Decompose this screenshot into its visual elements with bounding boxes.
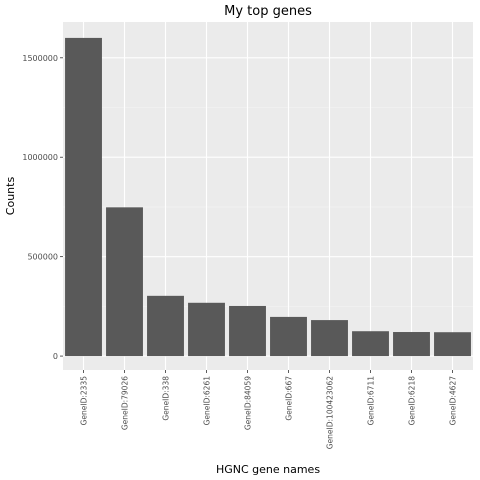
bars bbox=[65, 37, 471, 357]
bar bbox=[434, 332, 471, 357]
y-tick-label: 1500000 bbox=[22, 54, 58, 63]
bar bbox=[106, 207, 143, 357]
x-axis: GeneID:2335 GeneID:79026 GeneID:338 GeneID:… bbox=[80, 370, 458, 449]
x-axis-title: HGNC gene names bbox=[216, 463, 320, 476]
bar bbox=[188, 302, 225, 357]
x-tick-label: GeneID:6261 bbox=[203, 376, 212, 426]
x-tick-label: GeneID:2335 bbox=[80, 376, 89, 426]
chart-title: My top genes bbox=[224, 4, 312, 19]
bar bbox=[393, 332, 430, 357]
bar bbox=[270, 316, 307, 357]
x-tick-label: GeneID:6218 bbox=[408, 376, 417, 426]
x-tick-label: GeneID:79026 bbox=[121, 376, 130, 430]
x-tick-label: GeneID:667 bbox=[285, 376, 294, 421]
bar bbox=[311, 320, 348, 357]
y-axis-title: Counts bbox=[4, 177, 17, 216]
bar bbox=[147, 295, 184, 357]
bar bbox=[352, 331, 389, 357]
y-tick-label: 1000000 bbox=[22, 153, 58, 162]
x-tick-label: GeneID:84059 bbox=[244, 376, 253, 430]
y-tick-label: 500000 bbox=[27, 253, 58, 262]
x-tick-label: GeneID:6711 bbox=[367, 376, 376, 426]
y-axis: 0 500000 1000000 1500000 bbox=[22, 54, 63, 361]
y-tick-label: 0 bbox=[53, 352, 58, 361]
bar bbox=[65, 37, 102, 357]
x-tick-label: GeneID:4627 bbox=[449, 376, 458, 426]
bar bbox=[229, 305, 266, 357]
x-tick-label: GeneID:100423062 bbox=[326, 376, 335, 449]
x-tick-label: GeneID:338 bbox=[162, 376, 171, 421]
